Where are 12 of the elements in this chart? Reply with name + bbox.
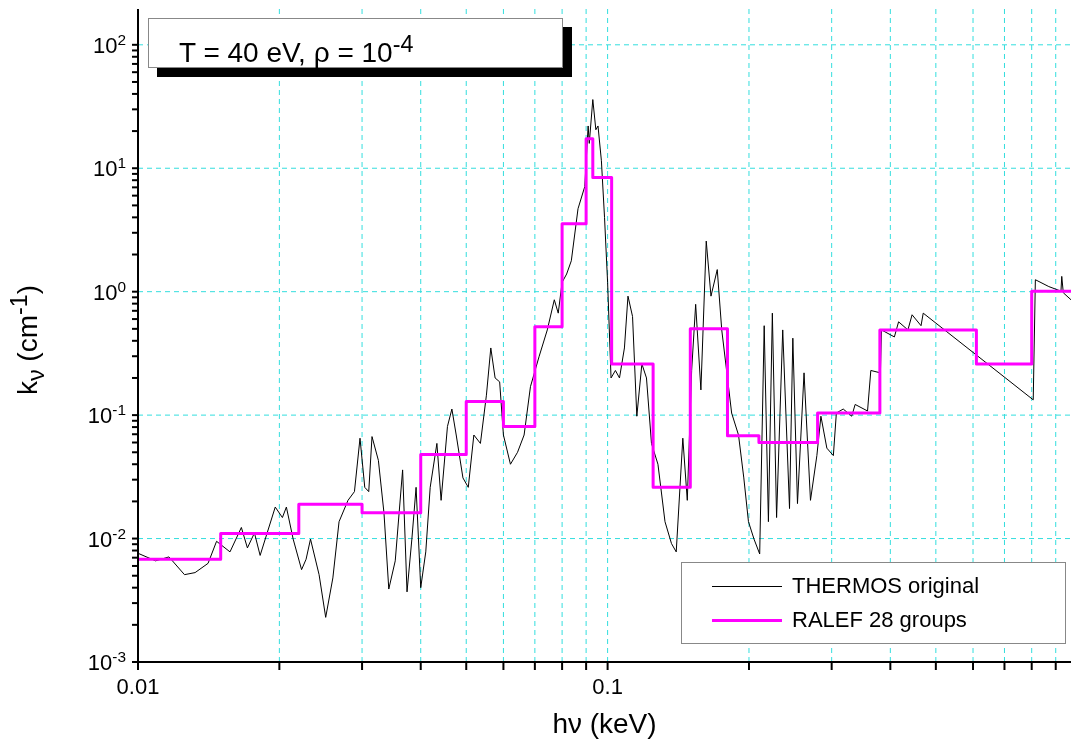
title-frame: T = 40 eV, ρ = 10$^{-4}$ (148, 18, 572, 77)
x-axis-title: hν (keV) (551, 708, 658, 740)
x-tick-label: 0.1 (592, 674, 623, 699)
y-tick-label: 10$^{2}$ (92, 30, 126, 58)
y-tick-label: 10$^{-3}$ (87, 647, 126, 675)
y-tick-label: 10$^{0}$ (92, 277, 126, 305)
y-tick-label: 10$^{-1}$ (87, 400, 126, 429)
legend-label: THERMOS original (792, 573, 980, 599)
legend-label: RALEF 28 groups (792, 607, 967, 633)
x-tick-label: 0.01 (116, 674, 160, 699)
y-tick-label: 10$^{-2}$ (87, 524, 126, 552)
y-tick-label: 10$^{1}$ (92, 153, 126, 182)
